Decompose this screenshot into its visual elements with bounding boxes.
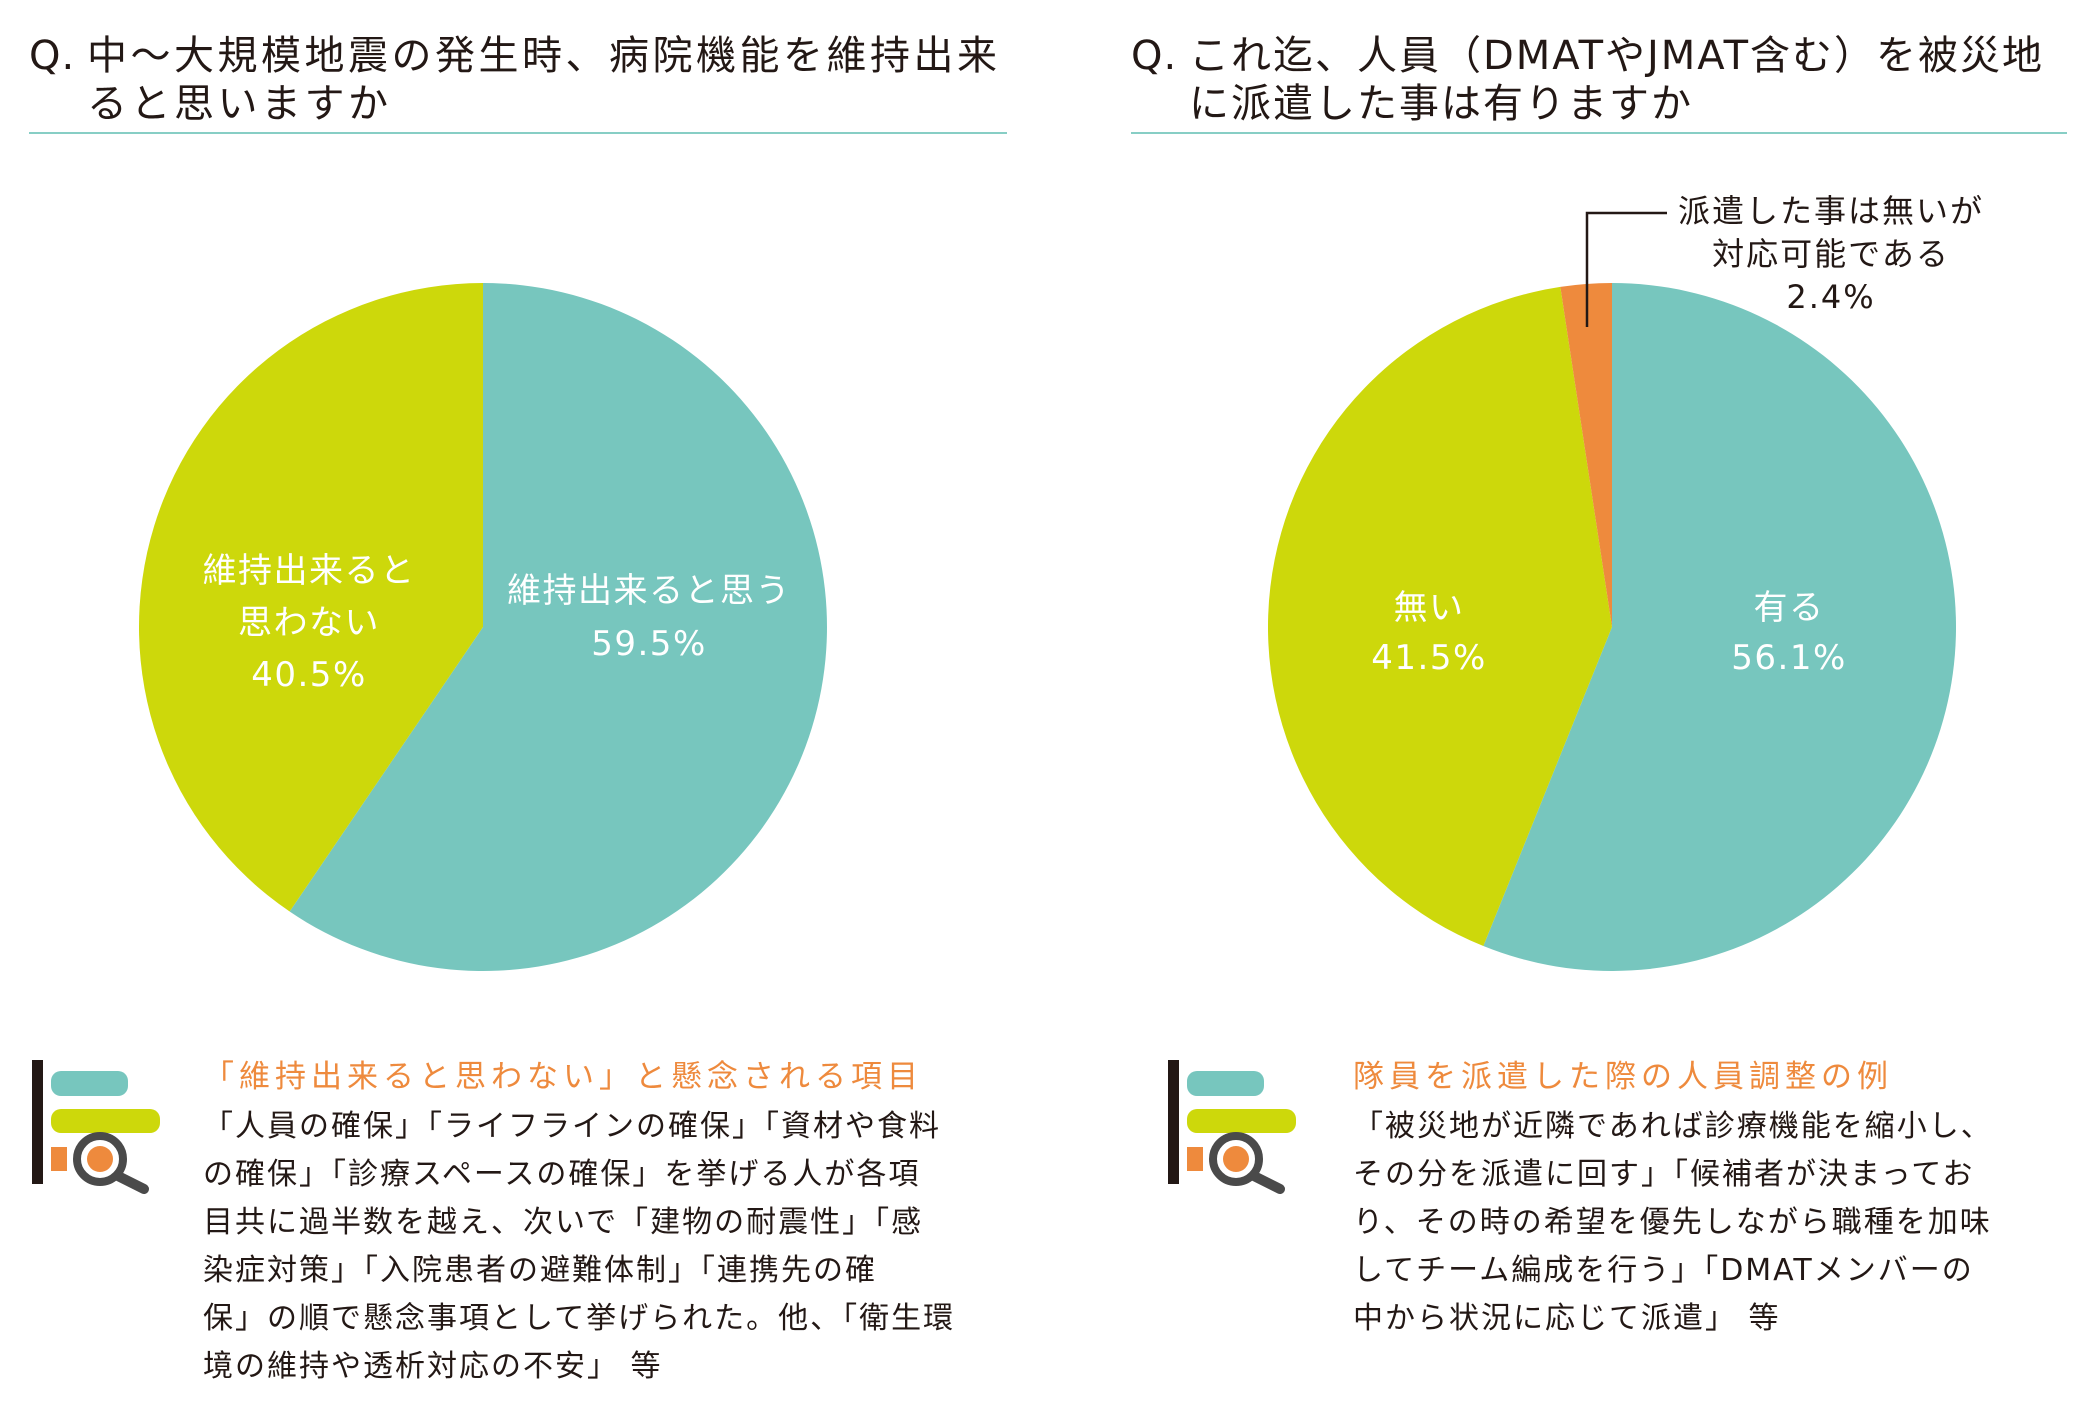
pie-2-slice-2-label: 無い 41.5% <box>1371 583 1487 683</box>
note-2-line-4: してチーム編成を行う」「DMATメンバーの <box>1353 1253 1974 1288</box>
note-1-line-3: 目共に過半数を越え、次いで「建物の耐震性」「感 <box>203 1205 924 1240</box>
question-1-text: 中〜大規模地震の発生時、病院機能を維持出来 ると思いますか <box>87 32 1001 128</box>
note-1-line-4: 染症対策」「入院患者の避難体制」「連携先の確 <box>203 1253 877 1288</box>
note-1-body: 「人員の確保」「ライフラインの確保」「資材や食料 の確保」「診療スペースの確保」… <box>203 1103 955 1391</box>
pie-chart-1 <box>138 283 827 971</box>
pie-2-slice-3-name-line-2: 対応可能である <box>1712 235 1950 273</box>
pie-1-slice-1-value: 59.5% <box>591 624 707 664</box>
icon-axis-bar <box>32 1060 43 1184</box>
question-2-text: これ迄、人員（DMATやJMAT含む）を被災地 に派遣した事は有りますか <box>1189 32 2044 128</box>
note-2-line-1: 「被災地が近隣であれば診療機能を縮小し、 <box>1353 1109 1993 1144</box>
pie-1-slice-2-value: 40.5% <box>251 655 367 695</box>
pie-2-slice-3-name-line-1: 派遣した事は無いが <box>1677 192 1985 230</box>
note-1-line-5: 保」の順で懸念事項として挙げられた。他、「衛生環 <box>203 1301 956 1336</box>
pie-1-slice-2-label: 維持出来ると 思わない 40.5% <box>203 545 416 701</box>
note-2-line-5: 中から状況に応じて派遣」 等 <box>1353 1301 1781 1336</box>
icon-bar-lime <box>1187 1109 1296 1133</box>
pie-2-slice-2 <box>1267 286 1612 947</box>
note-1-heading: 「維持出来ると思わない」と懸念される項目 <box>203 1059 923 1095</box>
note-2-line-2: その分を派遣に回す」「候補者が決まってお <box>1353 1157 1975 1192</box>
note-1-line-2: の確保」「診療スペースの確保」を挙げる人が各項 <box>203 1157 921 1192</box>
question-1-underline <box>29 132 1007 134</box>
bar-chart-search-icon <box>32 1060 160 1194</box>
pie-2-slice-3-label: 派遣した事は無いが 対応可能である 2.4% <box>1678 190 1984 319</box>
question-1-prefix: Q. <box>29 33 76 79</box>
question-2-line-1: これ迄、人員（DMATやJMAT含む）を被災地 <box>1189 33 2045 79</box>
icon-bar-lime <box>51 1109 160 1133</box>
note-1-line-6: 境の維持や透析対応の不安」 等 <box>203 1349 663 1384</box>
note-2-heading: 隊員を派遣した際の人員調整の例 <box>1353 1059 1893 1095</box>
bar-chart-search-icon <box>1168 1060 1296 1194</box>
pie-1-slice-2 <box>138 283 483 912</box>
pie-2-slice-1-label: 有る 56.1% <box>1731 583 1847 683</box>
pie-2-slice-1-value: 56.1% <box>1731 638 1847 678</box>
pie-chart-2 <box>1267 283 1957 972</box>
icon-axis-bar <box>1168 1060 1179 1184</box>
icon-bar-orange <box>51 1147 67 1171</box>
pie-2-slice-2-value: 41.5% <box>1371 638 1487 678</box>
pie-2-slice-1-name: 有る <box>1753 588 1825 628</box>
pie-1-slice-1-label: 維持出来ると思う 59.5% <box>507 565 791 671</box>
leader-line-path <box>1585 211 1667 327</box>
note-2-line-3: り、その時の希望を優先しながら職種を加味 <box>1353 1205 1992 1240</box>
icon-bar-teal <box>1187 1071 1264 1096</box>
pie-2-slice-3 <box>1560 283 1612 627</box>
pie-1-slice-1-name: 維持出来ると思う <box>507 571 791 611</box>
magnifier-handle <box>111 1170 149 1194</box>
magnifier-lens <box>1223 1146 1249 1172</box>
icon-bar-orange <box>1187 1147 1203 1171</box>
magnifier-handle <box>1247 1170 1285 1194</box>
magnifier-lens <box>87 1146 113 1172</box>
note-1-line-1: 「人員の確保」「ライフラインの確保」「資材や食料 <box>203 1109 941 1144</box>
question-1-line-2: ると思いますか <box>87 81 392 127</box>
question-2-line-2: に派遣した事は有りますか <box>1189 81 1693 127</box>
question-2-prefix: Q. <box>1131 33 1178 79</box>
pie-2-slice-1 <box>1483 283 1957 972</box>
pie-2-slice-3-value: 2.4% <box>1786 278 1876 316</box>
question-1-line-1: 中〜大規模地震の発生時、病院機能を維持出来 <box>87 33 1001 79</box>
icon-bar-teal <box>51 1071 128 1096</box>
pie-1-slice-1 <box>289 283 827 971</box>
pie-1-slice-2-name-line-2: 思わない <box>238 603 380 643</box>
note-2-body: 「被災地が近隣であれば診療機能を縮小し、 その分を派遣に回す」「候補者が決まって… <box>1353 1103 1993 1343</box>
pie-2-slice-2-name: 無い <box>1393 588 1465 628</box>
callout-leader-line <box>1585 211 1667 327</box>
question-2-underline <box>1131 132 2067 134</box>
pie-1-slice-2-name-line-1: 維持出来ると <box>202 551 416 591</box>
